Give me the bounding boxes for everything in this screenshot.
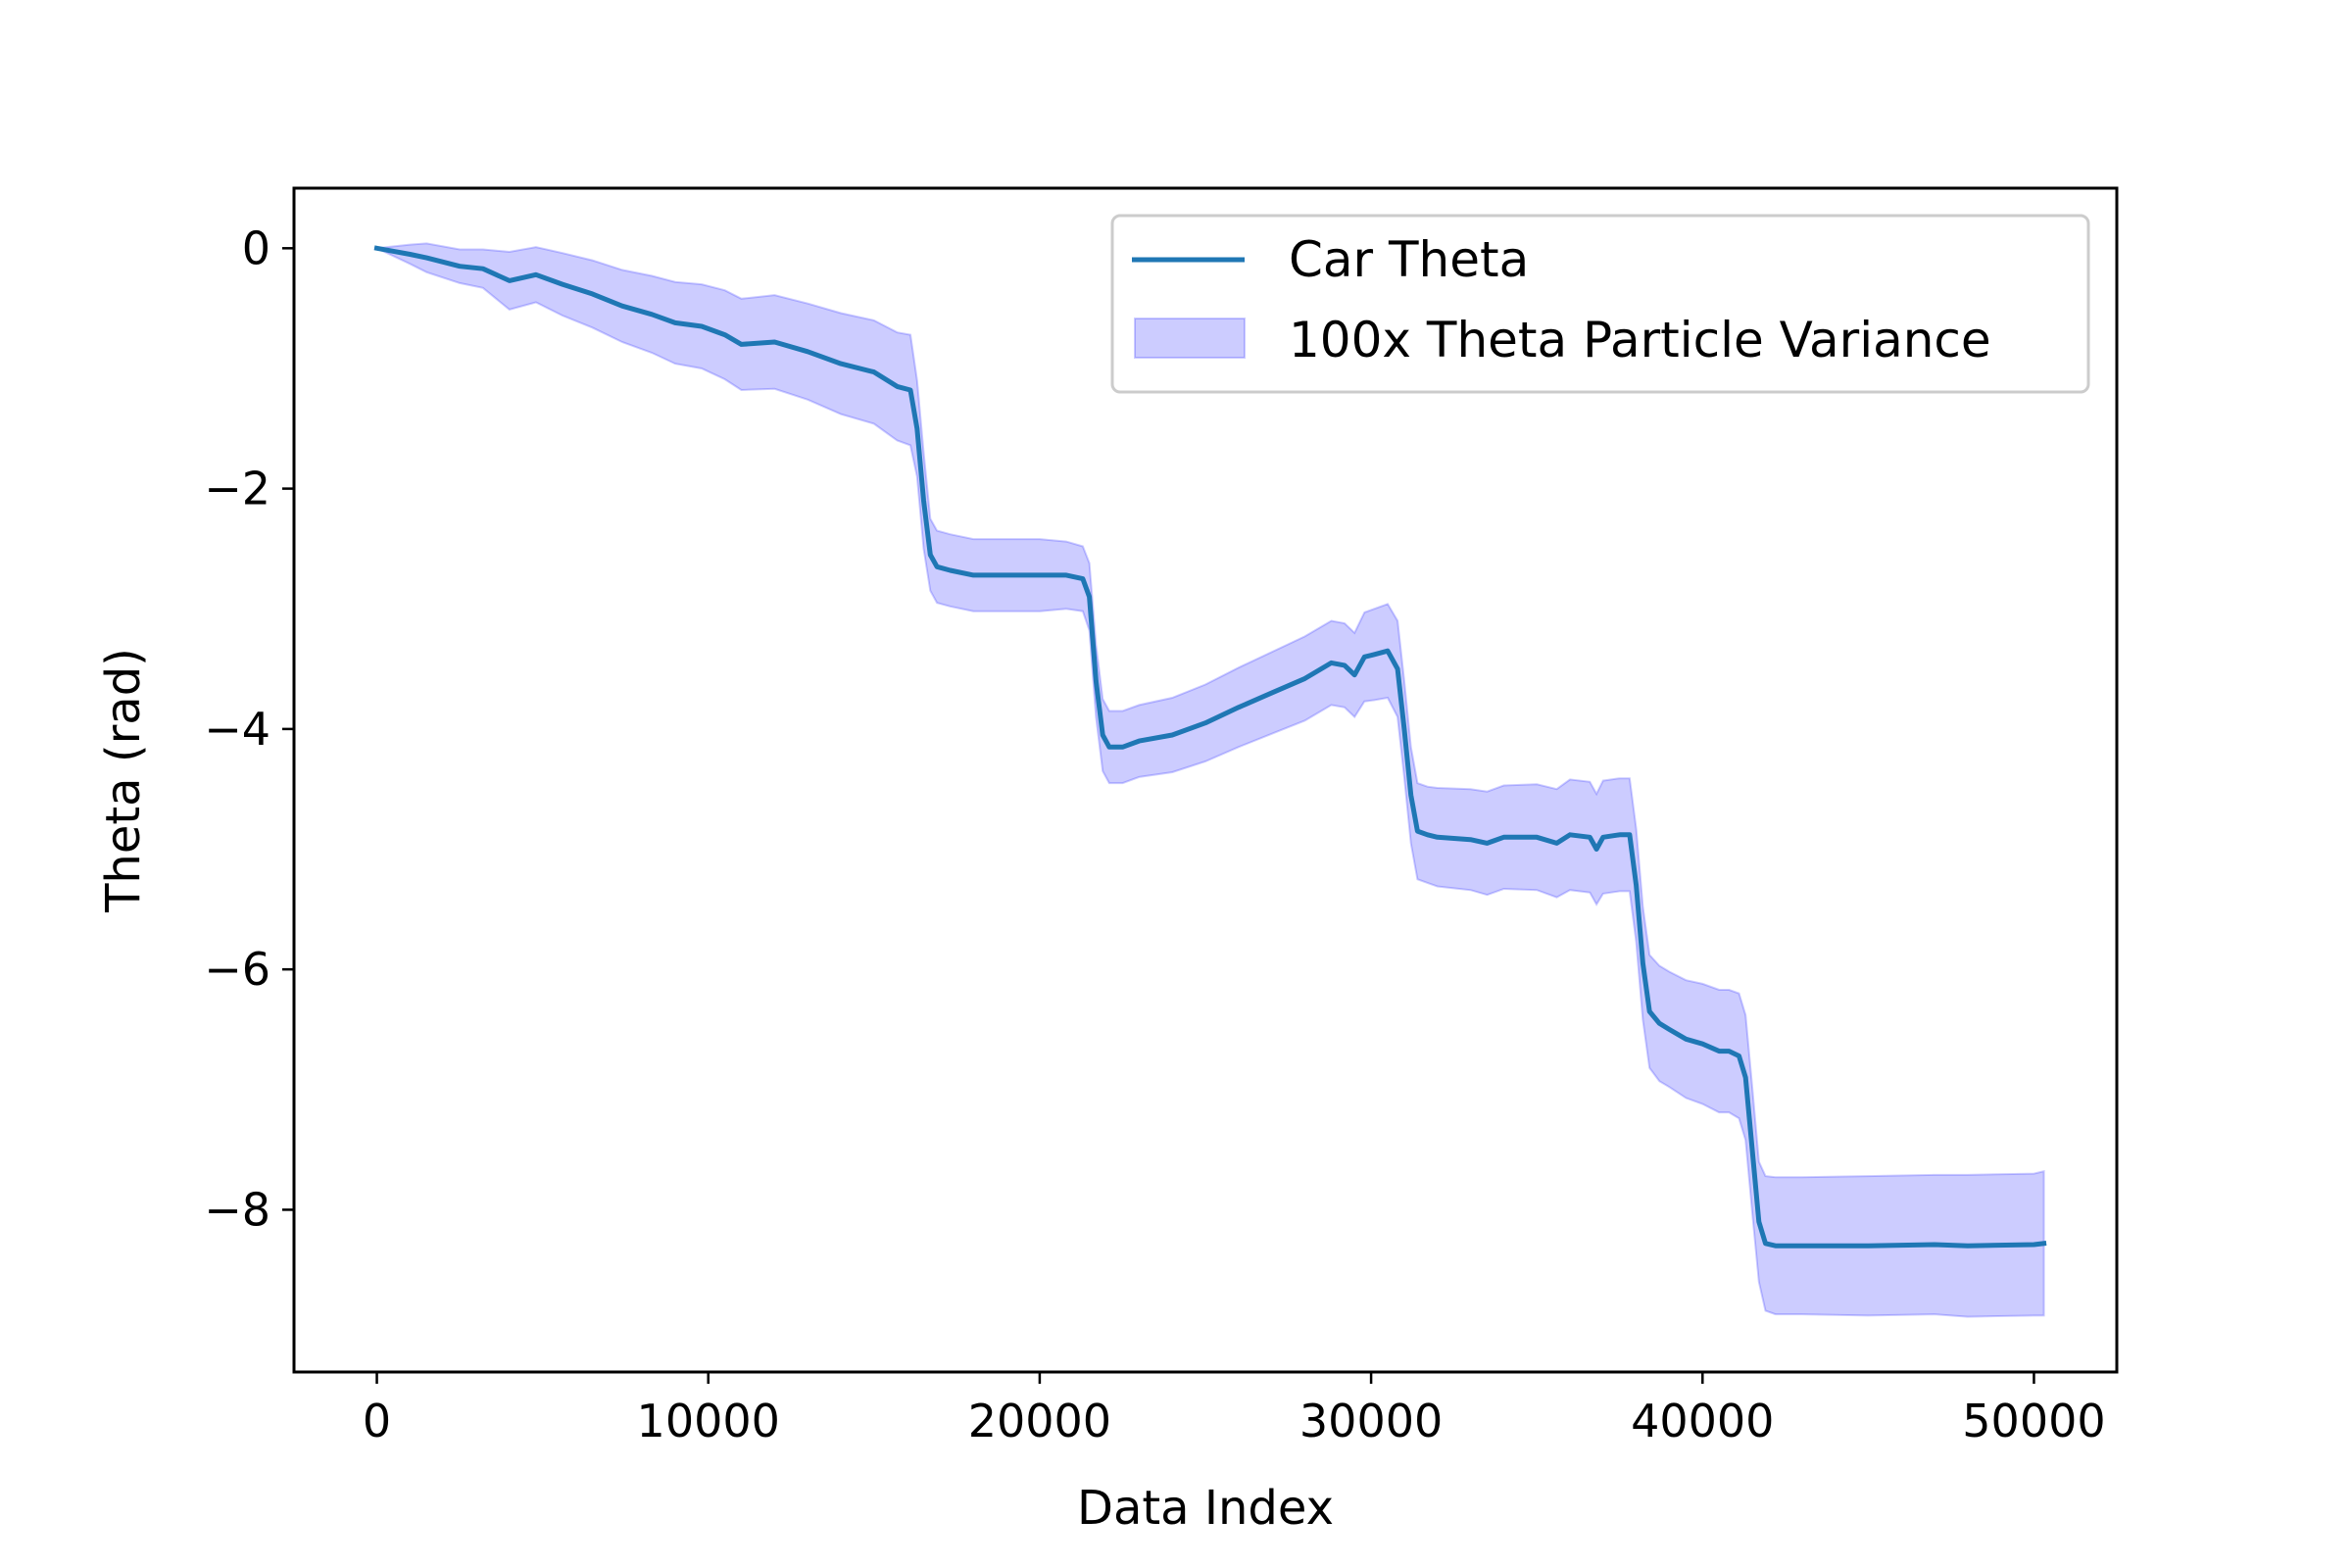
y-tick-label: −4	[204, 703, 270, 756]
legend-box	[1110, 214, 2090, 394]
y-tick-label: −2	[204, 463, 270, 515]
y-tick-label: 0	[242, 221, 270, 274]
legend-label-variance: 100x Theta Particle Variance	[1289, 312, 1991, 368]
x-tick-label: 50000	[1962, 1395, 2105, 1447]
axes-frame	[292, 186, 2119, 1374]
x-tick-label: 10000	[637, 1395, 780, 1447]
x-tick-label: 0	[363, 1395, 391, 1447]
axis-ticks: 0 10000 20000 30000 40000 50000 0 −2 −4 −6 −8	[204, 221, 2105, 1447]
x-tick-label: 20000	[968, 1395, 1111, 1447]
x-tick-label: 40000	[1631, 1395, 1774, 1447]
legend-band-swatch	[1134, 318, 1246, 359]
y-tick-label: −6	[204, 943, 270, 996]
legend-label-car-theta: Car Theta	[1289, 231, 1529, 288]
legend: Car Theta 100x Theta Particle Variance	[1110, 214, 2090, 394]
x-axis-label: Data Index	[1077, 1481, 1334, 1536]
y-axis-label: Theta (rad)	[96, 648, 151, 913]
x-tick-label: 30000	[1299, 1395, 1443, 1447]
plot-area	[372, 242, 2047, 1318]
car-theta-line	[373, 245, 2047, 1249]
y-tick-label: −8	[204, 1183, 270, 1236]
